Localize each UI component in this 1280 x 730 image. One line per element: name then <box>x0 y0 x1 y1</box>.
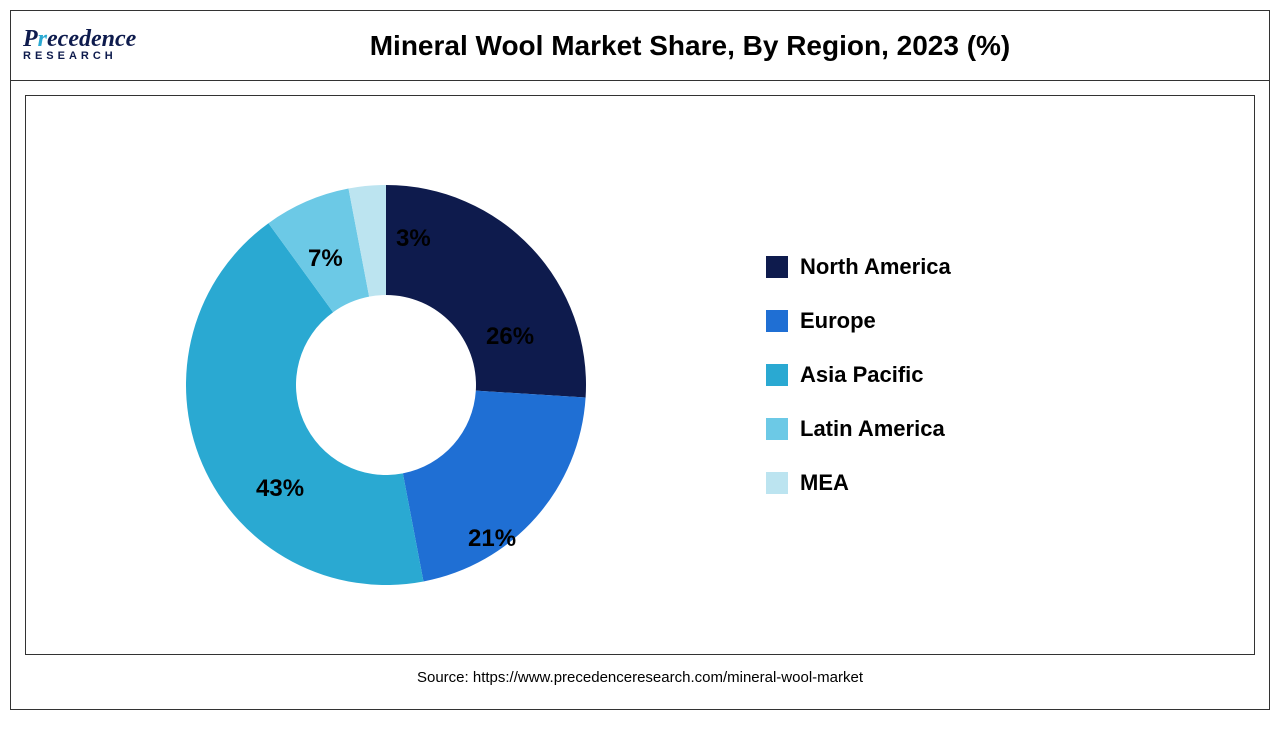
logo-line1: Precedence <box>23 29 199 51</box>
legend-item: MEA <box>766 470 951 496</box>
legend-swatch <box>766 310 788 332</box>
slice-value-label: 21% <box>468 525 516 553</box>
legend-item: Latin America <box>766 416 951 442</box>
legend-label: MEA <box>800 470 849 496</box>
slice-value-label: 3% <box>396 225 431 253</box>
logo-line2: RESEARCH <box>23 50 199 62</box>
outer-frame: Precedence RESEARCH Mineral Wool Market … <box>10 10 1270 710</box>
legend-item: Asia Pacific <box>766 362 951 388</box>
legend-swatch <box>766 472 788 494</box>
donut-area: 26% 21% 43% 7% 3% <box>26 125 646 625</box>
donut-chart <box>186 185 586 585</box>
donut-wrap <box>186 185 586 585</box>
slice-value-label: 26% <box>486 323 534 351</box>
legend-label: Asia Pacific <box>800 362 924 388</box>
legend-label: Europe <box>800 308 876 334</box>
chart-title: Mineral Wool Market Share, By Region, 20… <box>211 30 1269 62</box>
source-text: Source: https://www.precedenceresearch.c… <box>11 669 1269 686</box>
legend-item: Europe <box>766 308 951 334</box>
legend-swatch <box>766 418 788 440</box>
slice-value-label: 7% <box>308 245 343 273</box>
chart-frame: 26% 21% 43% 7% 3% North America Europe Asia Pa… <box>25 95 1255 655</box>
logo-pre: P <box>23 26 38 52</box>
legend-swatch <box>766 256 788 278</box>
logo-accent: r <box>38 26 47 52</box>
slice-value-label: 43% <box>256 475 304 503</box>
donut-slice <box>386 185 586 398</box>
logo-post: ecedence <box>47 26 136 52</box>
legend-label: North America <box>800 254 951 280</box>
legend-swatch <box>766 364 788 386</box>
legend-item: North America <box>766 254 951 280</box>
legend-label: Latin America <box>800 416 945 442</box>
brand-logo: Precedence RESEARCH <box>11 21 211 71</box>
header-row: Precedence RESEARCH Mineral Wool Market … <box>11 11 1269 81</box>
legend: North America Europe Asia Pacific Latin Ame… <box>766 226 951 524</box>
